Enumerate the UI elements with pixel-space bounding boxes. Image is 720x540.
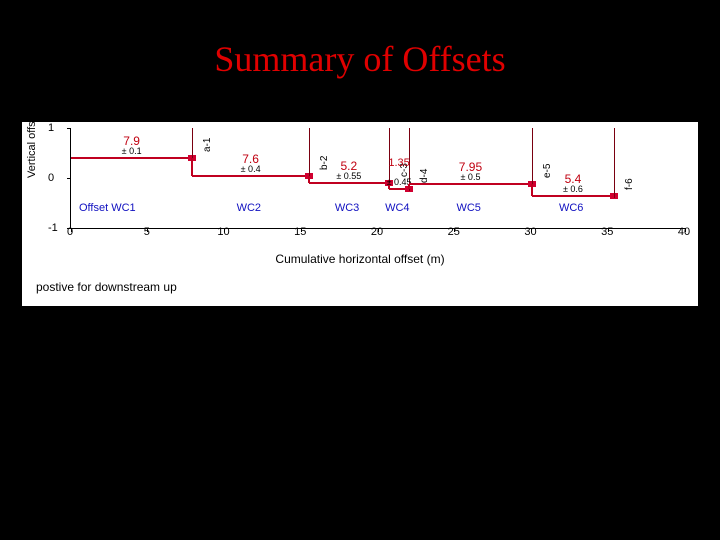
segment-error: ± 0.4 xyxy=(241,164,261,174)
x-axis-label: Cumulative horizontal offset (m) xyxy=(22,252,698,266)
fault-line xyxy=(532,128,533,186)
x-tick-label: 40 xyxy=(678,226,690,238)
y-axis-label: Vertical offset (m) xyxy=(26,93,38,178)
y-tick-label: 1 xyxy=(48,122,126,134)
fault-line xyxy=(192,128,193,160)
wc-label: WC5 xyxy=(456,202,480,214)
chart-panel: Vertical offset (m) a-17.9± 0.1Offset WC… xyxy=(22,122,698,306)
wc-label: WC4 xyxy=(385,202,409,214)
y-tick-label: 0 xyxy=(48,172,126,184)
segment-error: ± 0.5 xyxy=(460,172,480,182)
step-drop xyxy=(191,158,193,176)
x-tick-label: 20 xyxy=(371,226,383,238)
fault-label: b-2 xyxy=(319,155,330,169)
step-segment xyxy=(192,175,309,177)
segment-error: ± 0.55 xyxy=(336,171,361,181)
fault-label: d-4 xyxy=(419,169,430,183)
wc-label: Offset WC1 xyxy=(79,202,136,214)
footnote: postive for downstream up xyxy=(36,280,177,294)
wc-label: WC6 xyxy=(559,202,583,214)
fault-label: a-1 xyxy=(202,138,213,152)
fault-label: e-5 xyxy=(542,164,553,178)
plot-area: a-17.9± 0.1Offset WC1b-27.6± 0.4WC2c-35.… xyxy=(70,128,685,229)
segment-value-small: 1.35 xyxy=(388,157,409,169)
step-segment xyxy=(409,183,531,185)
wc-label: WC2 xyxy=(237,202,261,214)
step-segment xyxy=(309,182,389,184)
x-tick-label: 5 xyxy=(144,226,150,238)
step-segment xyxy=(71,157,192,159)
segment-error: ± 0.6 xyxy=(563,184,583,194)
page-title: Summary of Offsets xyxy=(0,38,720,80)
x-tick-label: 10 xyxy=(217,226,229,238)
x-tick-label: 30 xyxy=(524,226,536,238)
y-tick-label: -1 xyxy=(48,222,126,234)
fault-label: f-6 xyxy=(624,178,635,190)
fault-line xyxy=(309,128,310,178)
segment-error: ± 0.1 xyxy=(122,146,142,156)
wc-label: WC3 xyxy=(335,202,359,214)
x-tick-label: 15 xyxy=(294,226,306,238)
step-segment xyxy=(532,195,615,197)
x-tick-label: 0 xyxy=(67,226,73,238)
fault-line xyxy=(614,128,615,198)
x-tick-label: 35 xyxy=(601,226,613,238)
x-tick-label: 25 xyxy=(448,226,460,238)
